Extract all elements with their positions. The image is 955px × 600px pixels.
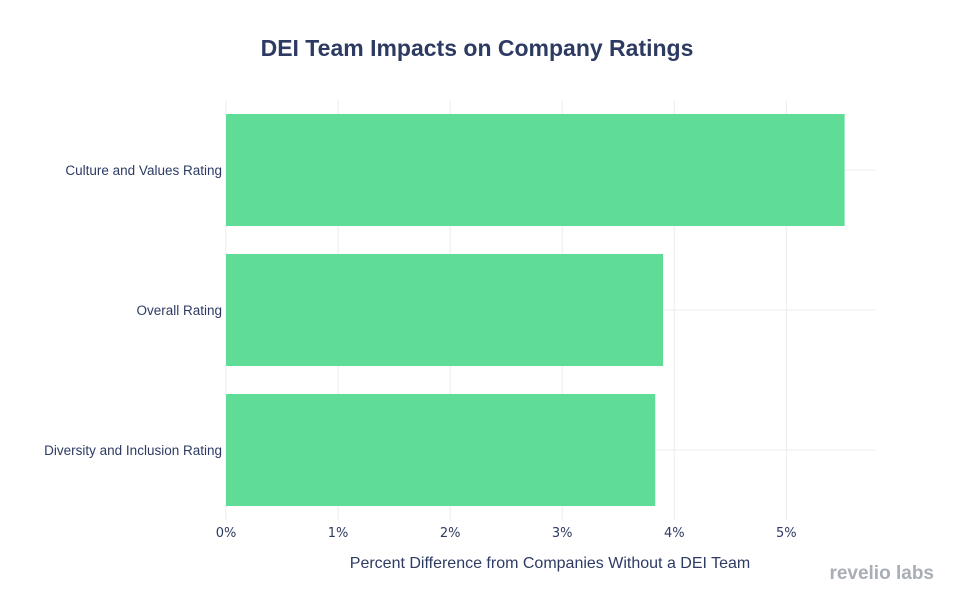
x-tick-label-3: 3% [552, 526, 573, 541]
x-tick-label-5: 5% [776, 526, 797, 541]
bar-1 [226, 254, 664, 366]
x-axis-ticks: 0% 1% 2% 3% 4% 5% [216, 526, 797, 541]
x-axis-title: Percent Difference from Companies Withou… [350, 555, 750, 572]
bars-layer [226, 114, 845, 506]
x-tick-label-4: 4% [664, 526, 685, 541]
y-label-2: Diversity and Inclusion Rating [44, 443, 222, 458]
brand-logo: revelio labs [829, 563, 934, 584]
y-axis-labels: Culture and Values Rating Overall Rating D… [44, 163, 222, 458]
bar-0 [226, 114, 845, 226]
y-label-1: Overall Rating [136, 303, 222, 318]
y-label-0: Culture and Values Rating [65, 163, 222, 178]
chart-title: DEI Team Impacts on Company Ratings [261, 35, 694, 61]
x-tick-label-2: 2% [440, 526, 461, 541]
x-tick-label-0: 0% [216, 526, 237, 541]
x-tick-label-1: 1% [328, 526, 349, 541]
bar-2 [226, 394, 656, 506]
